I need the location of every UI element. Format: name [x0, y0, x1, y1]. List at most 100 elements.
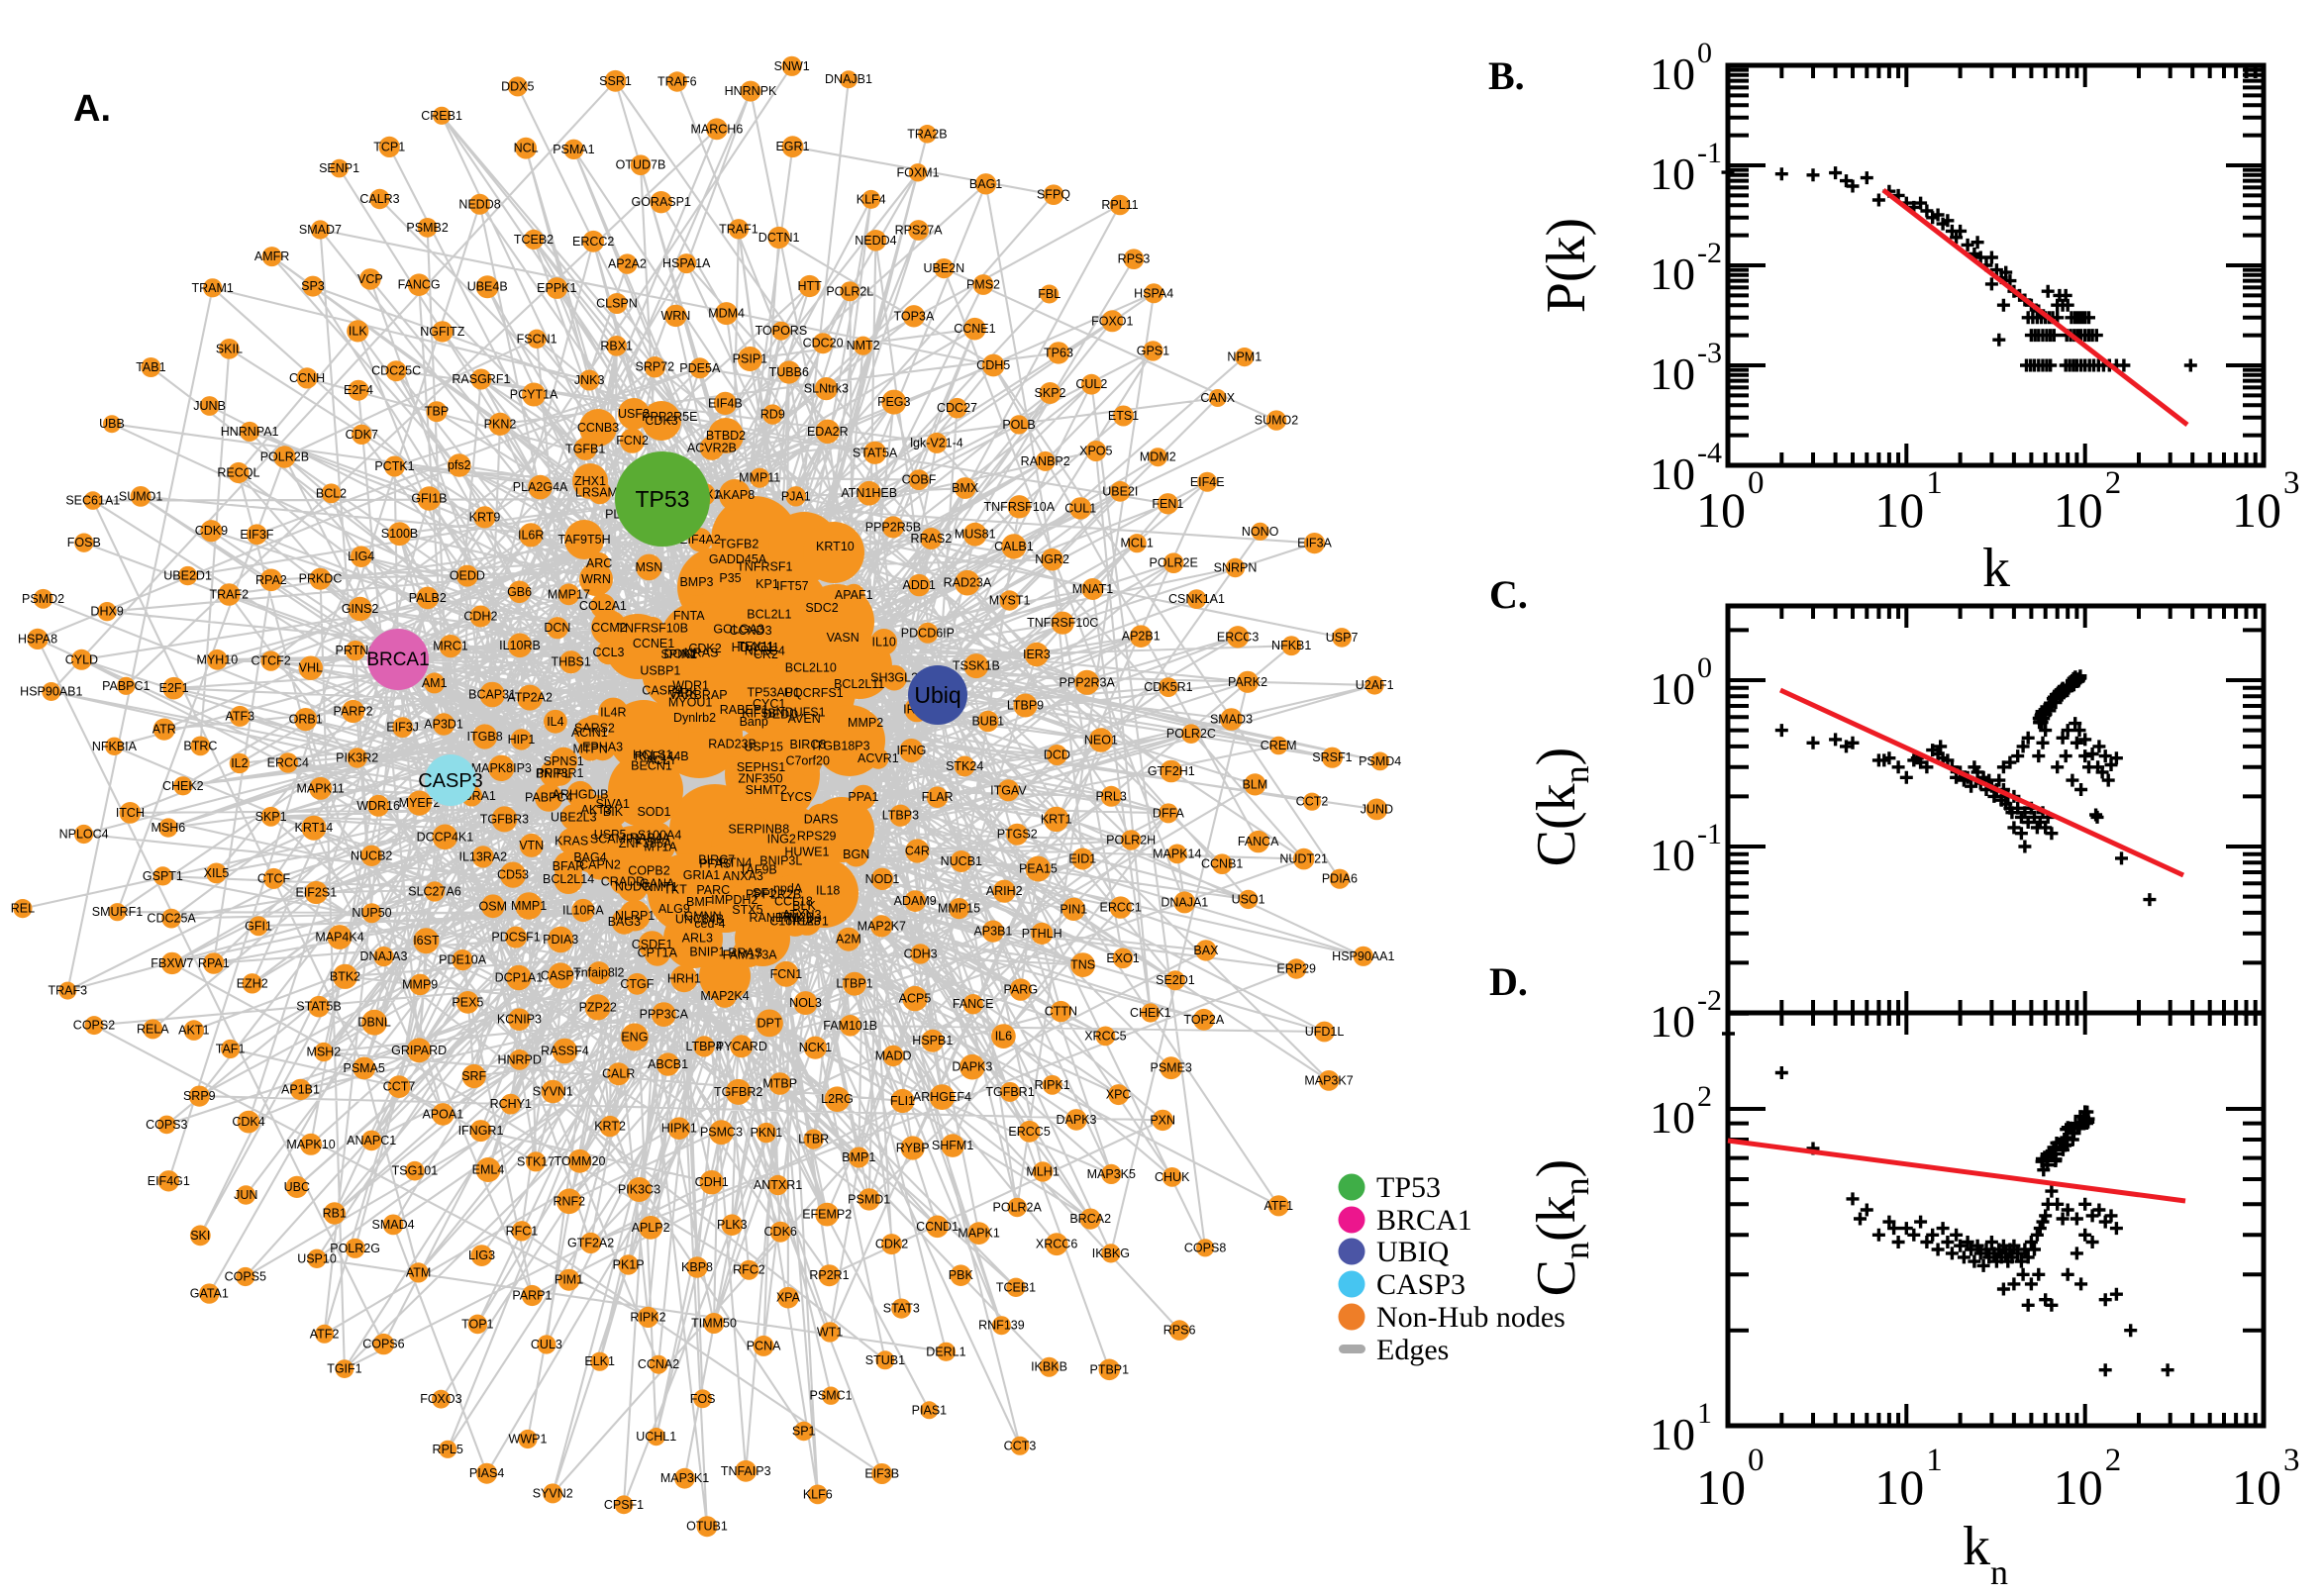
svg-text:NOL3: NOL3: [789, 996, 822, 1010]
svg-text:DBNL: DBNL: [357, 1016, 390, 1030]
svg-text:UBE2N: UBE2N: [923, 261, 964, 275]
svg-text:EDA2R: EDA2R: [807, 425, 849, 439]
svg-text:FLI1: FLI1: [890, 1094, 915, 1108]
svg-text:KRT14: KRT14: [295, 821, 334, 835]
svg-text:TOMM20: TOMM20: [555, 1154, 606, 1168]
svg-text:BFAR: BFAR: [553, 859, 585, 873]
svg-text:IKBKG: IKBKG: [1092, 1247, 1130, 1260]
svg-text:L2RG: L2RG: [821, 1092, 854, 1106]
svg-text:RPS6: RPS6: [1163, 1324, 1196, 1338]
svg-text:ITGAV: ITGAV: [990, 783, 1027, 797]
svg-text:DAPK3: DAPK3: [1057, 1113, 1097, 1127]
svg-text:NFKB1: NFKB1: [1271, 639, 1311, 652]
svg-text:MMP9: MMP9: [402, 977, 438, 991]
svg-text:SRSF1: SRSF1: [1312, 750, 1352, 764]
svg-text:KIF5B: KIF5B: [742, 707, 776, 721]
svg-text:VTN: VTN: [519, 839, 544, 852]
svg-text:ARL3: ARL3: [682, 931, 713, 945]
svg-text:ADD1: ADD1: [903, 578, 936, 592]
svg-text:MCL1: MCL1: [1121, 537, 1154, 550]
svg-text:TGFBR2: TGFBR2: [714, 1085, 762, 1099]
svg-text:AP3B1: AP3B1: [973, 925, 1012, 939]
svg-text:MDM4: MDM4: [708, 307, 745, 321]
svg-text:ZNF385A: ZNF385A: [619, 837, 672, 850]
svg-text:10: 10: [1874, 482, 1924, 538]
svg-text:LIG4: LIG4: [348, 549, 374, 563]
svg-text:PSME3: PSME3: [1151, 1061, 1192, 1075]
svg-text:RASGRF1: RASGRF1: [452, 372, 510, 386]
svg-text:HNRNPK: HNRNPK: [725, 84, 777, 98]
svg-text:TCEB2: TCEB2: [514, 233, 554, 247]
svg-text:CDH3: CDH3: [904, 947, 938, 960]
svg-text:NPLOC4: NPLOC4: [59, 828, 109, 842]
svg-text:-2: -2: [1697, 984, 1722, 1017]
svg-text:HSPA8: HSPA8: [18, 632, 57, 646]
svg-text:CCM2: CCM2: [591, 621, 626, 635]
svg-text:S100A4: S100A4: [638, 829, 682, 843]
svg-text:GOLGA3: GOLGA3: [713, 622, 763, 636]
svg-text:BMP1: BMP1: [842, 1150, 875, 1164]
svg-text:PPA1: PPA1: [848, 790, 878, 804]
svg-text:IL4R: IL4R: [600, 706, 626, 720]
svg-text:EXO1: EXO1: [1106, 951, 1139, 965]
svg-text:USP10: USP10: [297, 1251, 337, 1265]
svg-text:SMAD4: SMAD4: [372, 1218, 415, 1232]
svg-text:BTRC: BTRC: [183, 739, 217, 752]
svg-text:BIRC8: BIRC8: [789, 738, 826, 751]
svg-text:PPP2R5B: PPP2R5B: [865, 520, 921, 534]
svg-text:10: 10: [1650, 1409, 1695, 1459]
svg-text:CCNE1: CCNE1: [954, 322, 995, 336]
svg-text:10: 10: [2054, 482, 2103, 538]
svg-text:NUDC: NUDC: [615, 879, 651, 893]
svg-text:AP3D1: AP3D1: [424, 718, 463, 732]
svg-text:MAPK14: MAPK14: [1153, 847, 1201, 860]
svg-text:PIAS1: PIAS1: [912, 1403, 947, 1417]
svg-text:ERCC2: ERCC2: [572, 235, 614, 249]
svg-text:PSIP1: PSIP1: [733, 352, 767, 366]
svg-text:CPSF1: CPSF1: [604, 1498, 644, 1512]
svg-text:SE2D1: SE2D1: [1156, 973, 1195, 987]
svg-text:ZHX1: ZHX1: [574, 474, 606, 488]
svg-text:COPS5: COPS5: [225, 1270, 266, 1284]
svg-text:HUWE1: HUWE1: [784, 845, 829, 858]
svg-text:CD53: CD53: [497, 868, 529, 882]
svg-text:CHEK2: CHEK2: [162, 779, 204, 793]
svg-text:CREM: CREM: [1261, 739, 1297, 752]
svg-text:PPP3R1: PPP3R1: [537, 766, 584, 780]
svg-text:DCD: DCD: [1044, 748, 1070, 762]
svg-text:RD9: RD9: [760, 408, 785, 422]
svg-text:TSSK1B: TSSK1B: [953, 659, 1000, 673]
svg-text:ARC: ARC: [586, 556, 612, 570]
svg-text:PARK2: PARK2: [1228, 675, 1267, 689]
svg-text:ATXN3: ATXN3: [782, 908, 821, 922]
svg-text:BECN1: BECN1: [631, 758, 672, 772]
svg-text:UBIQ: UBIQ: [1376, 1236, 1450, 1268]
svg-text:POLR2L: POLR2L: [826, 284, 873, 298]
svg-text:PCNA: PCNA: [747, 1339, 781, 1352]
svg-text:EIF4B: EIF4B: [708, 396, 743, 410]
svg-text:XPA: XPA: [776, 1291, 801, 1305]
svg-text:APLP2: APLP2: [632, 1221, 670, 1235]
svg-text:FAM101B: FAM101B: [823, 1019, 877, 1033]
svg-text:CCL3: CCL3: [593, 646, 625, 659]
svg-text:S100B: S100B: [381, 527, 419, 541]
svg-text:AMFR: AMFR: [254, 249, 289, 263]
svg-text:CANX: CANX: [1200, 391, 1235, 405]
svg-text:CLSPN: CLSPN: [596, 297, 638, 311]
svg-text:2: 2: [2105, 465, 2122, 501]
svg-text:NOD1: NOD1: [865, 872, 900, 886]
svg-text:TRAF1: TRAF1: [719, 222, 758, 236]
svg-text:HRK: HRK: [671, 686, 698, 700]
svg-text:UBE2D1: UBE2D1: [163, 569, 212, 583]
svg-text:TUBB6: TUBB6: [769, 365, 809, 379]
svg-text:MTBP: MTBP: [762, 1077, 797, 1091]
svg-text:PARP1: PARP1: [512, 1289, 552, 1303]
svg-text:FEN1: FEN1: [1152, 497, 1183, 511]
svg-text:BIK: BIK: [603, 805, 624, 819]
svg-text:NMT1: NMT1: [645, 880, 678, 894]
svg-text:MAPK1: MAPK1: [958, 1227, 999, 1241]
svg-text:VCP: VCP: [357, 272, 383, 286]
svg-text:IL10: IL10: [872, 635, 896, 648]
svg-text:0: 0: [1748, 465, 1765, 501]
svg-text:pfs2: pfs2: [448, 458, 471, 472]
